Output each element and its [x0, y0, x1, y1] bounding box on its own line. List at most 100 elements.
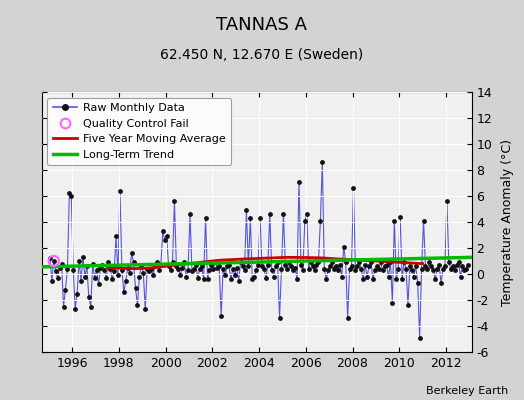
Point	[145, 268, 154, 274]
Point	[104, 259, 113, 266]
Point	[304, 266, 313, 272]
Point	[75, 258, 83, 264]
Point	[293, 276, 301, 282]
Point	[285, 259, 293, 266]
Point	[172, 263, 181, 270]
Point	[357, 266, 365, 272]
Point	[309, 263, 317, 270]
Y-axis label: Temperature Anomaly (°C): Temperature Anomaly (°C)	[500, 138, 514, 306]
Point	[77, 277, 85, 284]
Point	[291, 264, 299, 271]
Point	[165, 263, 173, 270]
Point	[400, 259, 408, 266]
Point	[396, 214, 405, 220]
Point	[416, 334, 424, 341]
Point	[233, 264, 241, 271]
Point	[287, 263, 296, 270]
Point	[318, 159, 326, 166]
Point	[116, 188, 124, 194]
Point	[84, 294, 93, 301]
Point	[365, 263, 373, 270]
Point	[299, 267, 307, 273]
Point	[347, 263, 356, 270]
Point	[94, 281, 103, 288]
Point	[378, 267, 387, 273]
Point	[241, 267, 249, 273]
Point	[231, 272, 239, 278]
Point	[215, 263, 223, 270]
Point	[108, 276, 116, 282]
Point	[209, 266, 217, 272]
Point	[201, 215, 210, 221]
Point	[79, 254, 87, 260]
Point	[421, 263, 430, 270]
Point	[367, 259, 375, 266]
Point	[122, 277, 130, 284]
Point	[53, 275, 62, 281]
Point	[63, 266, 72, 272]
Point	[198, 263, 206, 270]
Point	[176, 272, 184, 278]
Point	[402, 266, 410, 272]
Point	[195, 266, 204, 272]
Point	[390, 218, 399, 224]
Point	[383, 262, 391, 268]
Point	[277, 266, 286, 272]
Point	[268, 267, 276, 273]
Point	[86, 303, 95, 310]
Point	[244, 263, 253, 270]
Point	[355, 259, 364, 266]
Point	[219, 266, 227, 272]
Point	[431, 276, 440, 282]
Point	[246, 215, 255, 221]
Point	[162, 233, 171, 240]
Point	[451, 267, 459, 273]
Point	[69, 267, 78, 273]
Point	[324, 267, 332, 273]
Point	[250, 274, 258, 280]
Point	[408, 267, 416, 273]
Point	[160, 237, 169, 243]
Point	[404, 302, 412, 308]
Text: TANNAS A: TANNAS A	[216, 16, 308, 34]
Point	[67, 193, 75, 199]
Point	[446, 266, 455, 272]
Point	[449, 263, 457, 270]
Point	[310, 267, 319, 273]
Point	[238, 263, 247, 270]
Point	[110, 268, 118, 274]
Point	[127, 250, 136, 256]
Point	[184, 267, 192, 273]
Point	[419, 218, 428, 224]
Point	[411, 263, 420, 270]
Point	[157, 262, 165, 268]
Point	[271, 263, 280, 270]
Point	[258, 263, 266, 270]
Point	[190, 266, 198, 272]
Point	[377, 259, 385, 266]
Point	[345, 266, 354, 272]
Point	[112, 233, 120, 240]
Point	[168, 259, 177, 266]
Point	[433, 266, 441, 272]
Point	[99, 262, 107, 268]
Point	[423, 266, 432, 272]
Point	[217, 312, 225, 319]
Point	[91, 275, 99, 281]
Point	[119, 289, 128, 295]
Point	[380, 263, 389, 270]
Point	[328, 259, 336, 266]
Point	[332, 263, 340, 270]
Point	[252, 267, 260, 273]
Point	[388, 299, 397, 306]
Point	[460, 267, 468, 273]
Point	[343, 315, 352, 322]
Point	[149, 272, 157, 278]
Point	[203, 276, 212, 282]
Point	[264, 262, 272, 268]
Point	[312, 262, 321, 268]
Point	[58, 260, 66, 267]
Point	[141, 306, 149, 312]
Point	[132, 285, 140, 292]
Point	[213, 264, 222, 271]
